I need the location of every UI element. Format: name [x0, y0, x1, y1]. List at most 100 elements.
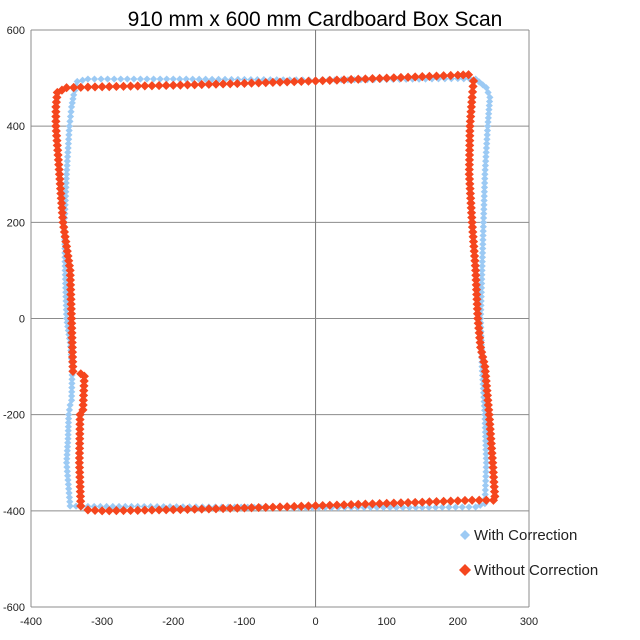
data-point: [487, 448, 497, 458]
data-point: [261, 502, 271, 512]
data-point: [67, 328, 77, 338]
data-point: [367, 499, 378, 509]
data-point: [463, 70, 474, 80]
data-point: [64, 480, 72, 488]
data-point: [479, 223, 487, 231]
legend-item-with-correction: With Correction: [460, 527, 577, 544]
data-point: [482, 472, 490, 480]
data-point: [484, 414, 495, 425]
data-point: [78, 395, 88, 405]
data-point: [74, 443, 85, 453]
data-point: [474, 495, 484, 505]
data-point: [466, 111, 476, 122]
data-point: [75, 434, 85, 444]
data-point: [63, 161, 71, 170]
data-point: [204, 504, 214, 514]
data-point: [63, 166, 71, 174]
data-point: [64, 472, 72, 480]
data-point: [97, 82, 107, 92]
data-point: [254, 502, 264, 513]
data-point: [339, 75, 349, 85]
data-point: [479, 236, 487, 244]
data-point: [79, 371, 89, 381]
data-point: [479, 214, 488, 222]
data-point: [68, 388, 76, 396]
data-point: [467, 92, 477, 102]
data-point: [55, 174, 65, 184]
data-point: [62, 179, 70, 187]
data-point: [431, 497, 442, 507]
data-point: [64, 423, 72, 431]
data-point: [68, 392, 76, 400]
data-point: [477, 288, 485, 296]
data-point: [83, 505, 93, 515]
data-point: [308, 503, 316, 512]
data-point: [65, 275, 76, 285]
data-point: [65, 489, 73, 497]
data-point: [478, 253, 487, 261]
tick-labels: -600 -400 -200 0 200 400 600 -400 -300 -200 -100 0 1…: [3, 25, 538, 628]
y-tick-label: -200: [3, 410, 25, 422]
data-point: [472, 289, 482, 300]
data-point: [232, 78, 242, 89]
data-point: [63, 467, 71, 476]
data-point: [63, 451, 71, 459]
data-point: [480, 205, 488, 213]
data-point: [467, 87, 478, 97]
data-point: [465, 135, 475, 146]
data-point: [68, 366, 78, 376]
data-point: [468, 236, 479, 247]
data-point: [66, 502, 74, 510]
data-point: [74, 453, 85, 463]
data-point: [481, 500, 489, 508]
data-point: [487, 453, 497, 463]
data-point: [484, 118, 492, 126]
data-point: [127, 502, 136, 511]
data-point: [275, 77, 285, 87]
data-point: [68, 361, 78, 372]
data-point: [96, 502, 104, 511]
data-point: [464, 145, 475, 155]
data-point: [483, 400, 493, 410]
data-point: [480, 192, 488, 200]
data-point: [366, 503, 375, 512]
data-point: [104, 81, 114, 92]
data-point: [478, 258, 486, 266]
data-point: [190, 80, 200, 90]
data-point: [310, 76, 321, 86]
data-point: [97, 75, 105, 83]
data-point: [485, 97, 494, 106]
data-point: [452, 503, 460, 511]
data-point: [396, 72, 406, 83]
data-point: [303, 501, 314, 511]
data-point: [466, 107, 476, 117]
data-point: [54, 164, 64, 175]
data-point: [480, 188, 488, 196]
data-point: [64, 322, 72, 331]
data-point: [62, 170, 71, 178]
data-point: [76, 369, 86, 379]
data-point: [360, 503, 368, 512]
data-point: [66, 285, 76, 295]
data-point: [446, 496, 456, 506]
data-point: [74, 458, 84, 468]
data-point: [68, 357, 78, 367]
data-point: [485, 429, 496, 439]
data-point: [360, 499, 370, 509]
data-point: [67, 342, 77, 352]
data-point: [481, 481, 490, 490]
data-point: [417, 72, 427, 82]
data-point: [64, 431, 72, 439]
legend-item-without-correction: Without Correction: [459, 562, 598, 579]
data-point: [318, 500, 328, 511]
data-point: [64, 435, 72, 443]
data-point: [396, 498, 406, 508]
data-point: [140, 505, 150, 515]
data-point: [76, 496, 86, 506]
data-point: [149, 75, 158, 83]
data-point: [483, 395, 493, 405]
series-without-correction: [51, 70, 500, 516]
data-point: [289, 77, 299, 87]
data-point: [282, 77, 292, 87]
